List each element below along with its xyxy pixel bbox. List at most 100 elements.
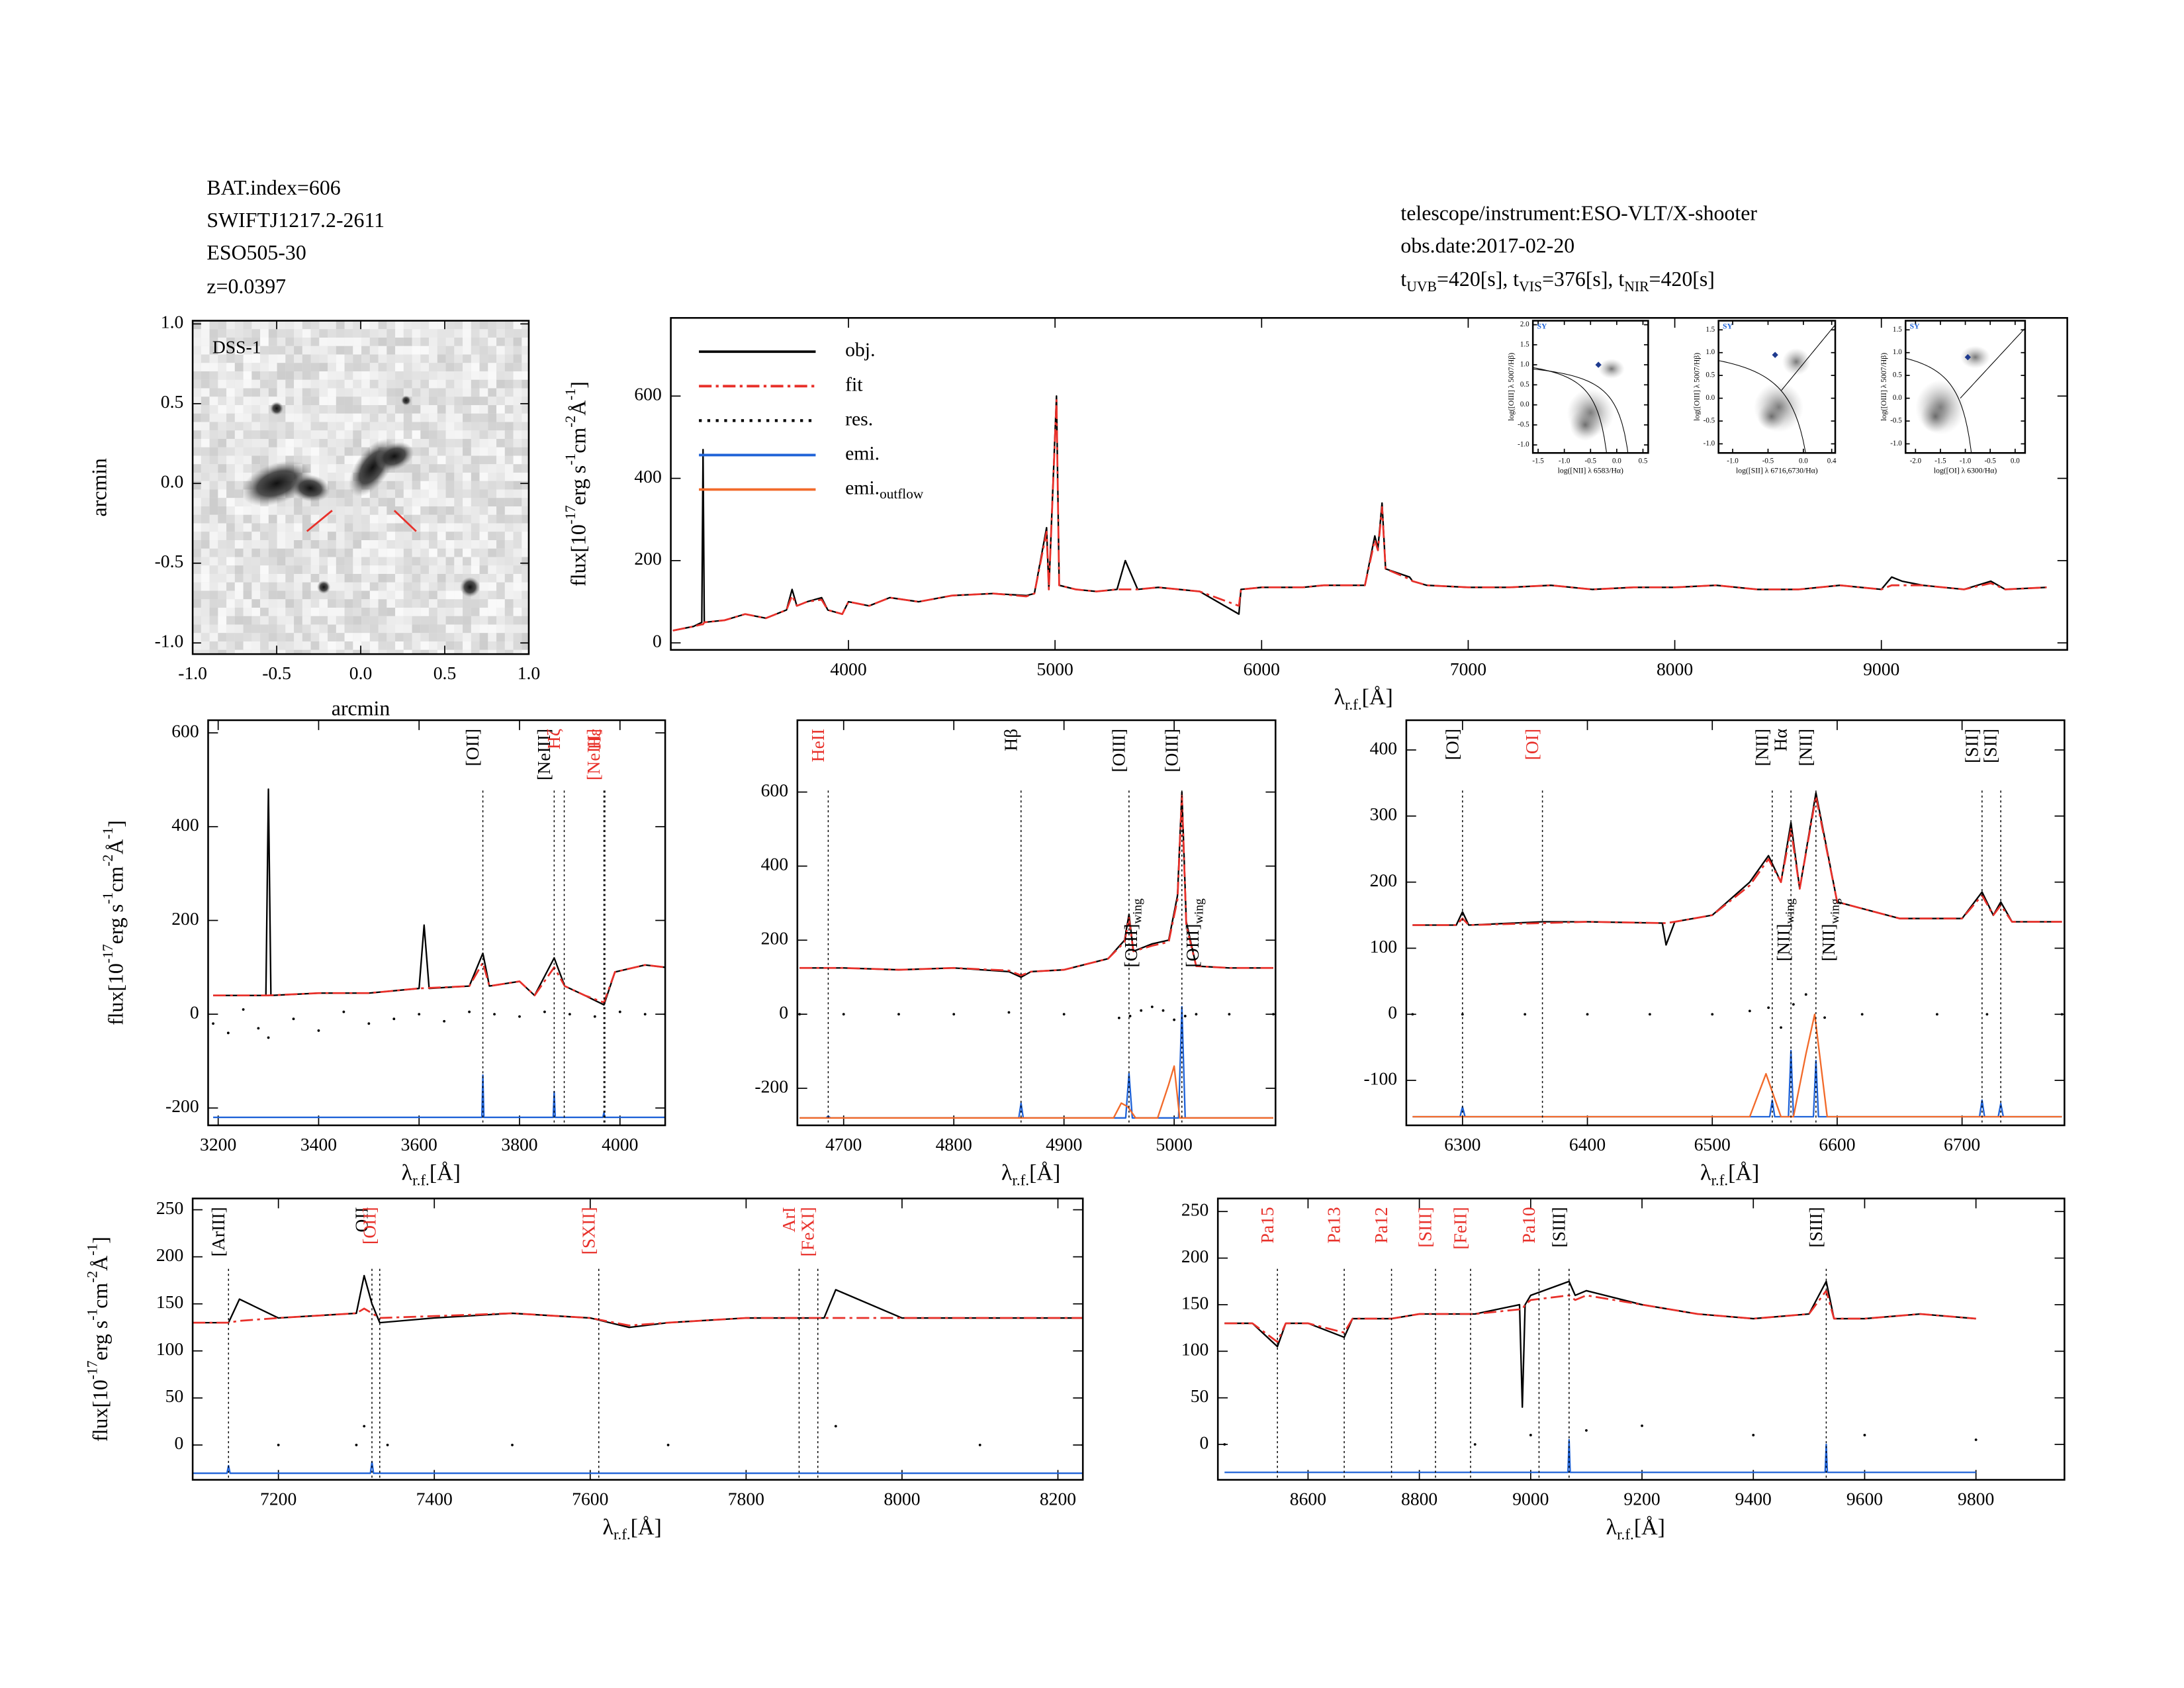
image-pixel (412, 557, 421, 566)
image-pixel (294, 514, 302, 524)
legend-label: emi.outflow (845, 477, 924, 502)
image-pixel (319, 565, 328, 574)
y-tick-label: 200 (1181, 1246, 1208, 1266)
dss-image (193, 320, 529, 655)
galaxy (269, 401, 284, 416)
image-pixel (522, 489, 529, 498)
image-pixel (268, 532, 277, 540)
image-pixel (513, 649, 522, 655)
image-pixel (319, 405, 328, 414)
image-pixel (522, 464, 529, 473)
galaxy (375, 442, 414, 471)
image-pixel (344, 329, 353, 338)
y-tick-label: 0.5 (1893, 371, 1902, 379)
text-part: erg s (89, 1321, 112, 1360)
image-pixel (504, 447, 514, 456)
image-pixel (522, 514, 529, 524)
image-pixel (209, 363, 218, 371)
image-pixel (209, 523, 218, 532)
image-pixel (201, 473, 210, 481)
image-pixel (243, 379, 252, 389)
y-tick-label: -0.5 (1890, 417, 1902, 425)
image-pixel (218, 523, 227, 532)
image-pixel (420, 624, 430, 633)
image-pixel (226, 506, 235, 515)
image-pixel (328, 624, 336, 633)
image-pixel (387, 506, 396, 515)
image-pixel (378, 565, 387, 574)
image-pixel (260, 413, 269, 422)
image-pixel (218, 574, 227, 583)
y-tick-label: 600 (171, 720, 199, 741)
image-pixel (403, 405, 412, 414)
image-pixel (437, 641, 446, 650)
image-pixel (445, 523, 455, 532)
text-part: cm (89, 1283, 112, 1309)
image-pixel (479, 371, 488, 380)
image-pixel (395, 388, 404, 397)
image-pixel (522, 430, 529, 439)
image-pixel (403, 498, 412, 506)
image-pixel (285, 590, 295, 600)
y-tick-label: -100 (1363, 1068, 1397, 1088)
residual-point (386, 1443, 389, 1446)
image-pixel (277, 439, 286, 447)
image-pixel (344, 388, 353, 397)
image-pixel (226, 379, 235, 389)
image-pixel (454, 548, 463, 557)
x-tick-label: -0.5 (1984, 457, 1996, 465)
inset-area (1718, 324, 1836, 453)
image-pixel (344, 430, 353, 439)
image-pixel (209, 590, 218, 600)
image-pixel (294, 616, 302, 625)
image-pixel (201, 506, 210, 515)
image-pixel (471, 371, 480, 380)
image-pixel (294, 590, 302, 600)
image-pixel (471, 354, 480, 363)
residual-point (226, 1031, 230, 1035)
image-pixel (243, 422, 252, 431)
image-pixel (387, 363, 396, 371)
image-pixel (209, 574, 218, 583)
image-pixel (260, 624, 269, 633)
demarcation-line (1905, 357, 1972, 453)
image-pixel (429, 388, 437, 397)
image-pixel (395, 633, 404, 641)
y-tick-label: 0.5 (1520, 381, 1529, 389)
image-pixel (277, 649, 286, 655)
image-pixel (353, 540, 362, 549)
image-pixel (513, 608, 522, 616)
image-pixel (488, 379, 497, 389)
image-pixel (437, 608, 446, 616)
image-pixel (403, 338, 412, 346)
image-pixel (353, 548, 362, 557)
image-pixel (277, 523, 286, 532)
image-pixel (319, 413, 328, 422)
image-pixel (445, 548, 455, 557)
image-pixel (412, 481, 421, 490)
image-pixel (260, 565, 269, 574)
y-tick-label: 150 (1181, 1292, 1208, 1313)
image-pixel (234, 363, 244, 371)
image-pixel (437, 405, 446, 414)
text-part: [Å] (1728, 1160, 1759, 1185)
image-pixel (344, 514, 353, 524)
image-pixel (260, 455, 269, 465)
y-tick-label: -0.5 (1518, 420, 1529, 428)
image-pixel (361, 329, 370, 338)
image-pixel (471, 397, 480, 405)
image-pixel (454, 320, 463, 330)
image-pixel (234, 548, 244, 557)
image-pixel (353, 624, 362, 633)
image-pixel (218, 346, 227, 355)
image-pixel (429, 590, 437, 600)
image-pixel (522, 590, 529, 600)
image-pixel (403, 371, 412, 380)
image-pixel (463, 371, 471, 380)
image-pixel (285, 514, 295, 524)
image-pixel (243, 582, 252, 591)
image-pixel (445, 641, 455, 650)
image-pixel (479, 439, 488, 447)
x-tick-label: 6600 (1819, 1134, 1855, 1154)
text-part: Å (105, 839, 128, 855)
